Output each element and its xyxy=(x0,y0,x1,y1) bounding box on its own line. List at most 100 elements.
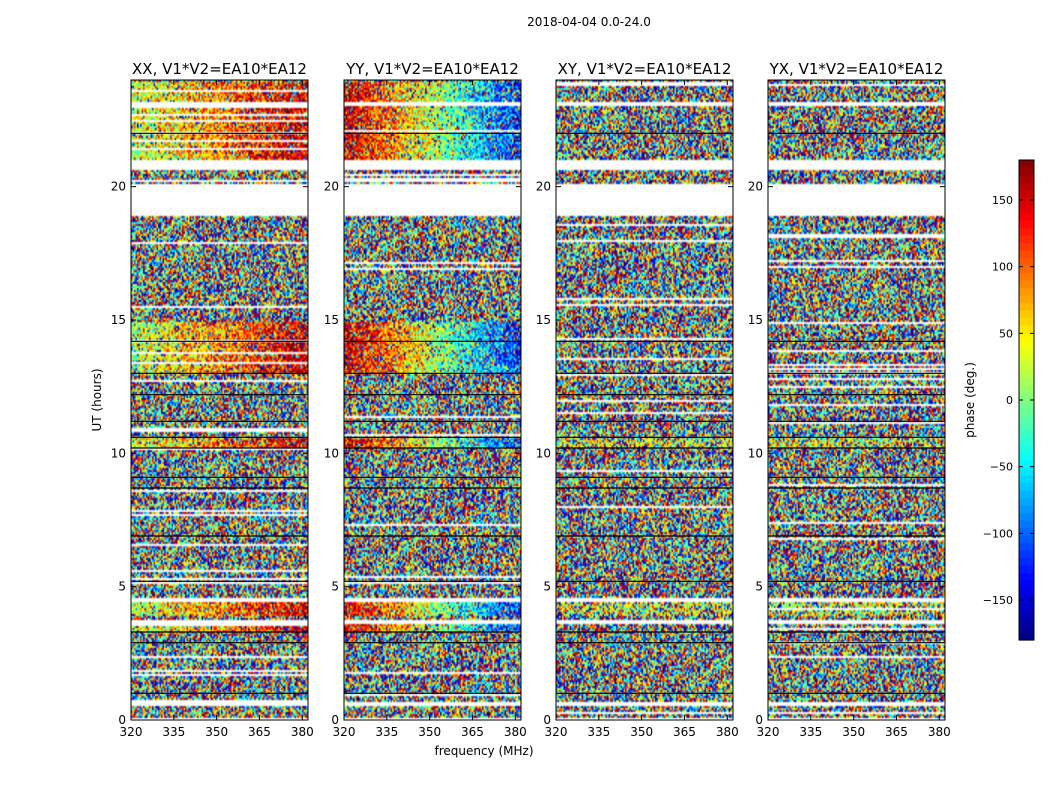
x-tick-label: 365 xyxy=(885,725,908,739)
x-tick-label: 320 xyxy=(333,725,356,739)
colorbar-segment xyxy=(1019,505,1034,514)
colorbar-segment xyxy=(1019,557,1034,566)
panel-title: XX, V1*V2=EA10*EA12 xyxy=(132,60,307,78)
colorbar-segment xyxy=(1019,190,1034,199)
colorbar: −150 −100 −50 0 50 100 150 xyxy=(983,159,1035,641)
panel-title: XY, V1*V2=EA10*EA12 xyxy=(558,60,732,78)
axes-frame xyxy=(555,79,734,721)
colorbar-tick-label: 50 xyxy=(999,327,1013,340)
colorbar-segment xyxy=(1019,160,1034,169)
colorbar-segment xyxy=(1019,377,1034,386)
y-tick-label: 10 xyxy=(536,446,551,460)
colorbar-segment xyxy=(1019,242,1034,251)
colorbar-segment xyxy=(1019,325,1034,334)
y-tick-label: 10 xyxy=(748,446,763,460)
x-tick-label: 365 xyxy=(673,725,696,739)
colorbar-tick-label: −150 xyxy=(983,594,1013,607)
colorbar-segment xyxy=(1019,520,1034,529)
x-tick-label: 320 xyxy=(120,725,143,739)
colorbar-segment xyxy=(1019,617,1034,626)
colorbar-segment xyxy=(1019,302,1034,311)
x-tick-label: 335 xyxy=(587,725,610,739)
colorbar-segment xyxy=(1019,587,1034,596)
colorbar-segment xyxy=(1019,460,1034,469)
colorbar-segment xyxy=(1019,565,1034,574)
colorbar-segment xyxy=(1019,437,1034,446)
colorbar-segment xyxy=(1019,310,1034,319)
y-tick-label: 10 xyxy=(324,446,339,460)
colorbar-segment xyxy=(1019,295,1034,304)
x-tick-label: 365 xyxy=(248,725,271,739)
colorbar-segment xyxy=(1019,632,1034,641)
panel-title: YX, V1*V2=EA10*EA12 xyxy=(769,60,944,78)
colorbar-segment xyxy=(1019,317,1034,326)
colorbar-segment xyxy=(1019,287,1034,296)
colorbar-segment xyxy=(1019,595,1034,604)
colorbar-segment xyxy=(1019,535,1034,544)
colorbar-segment xyxy=(1019,205,1034,214)
colorbar-segment xyxy=(1019,400,1034,409)
colorbar-segment xyxy=(1019,385,1034,394)
colorbar-tick-label: −100 xyxy=(983,527,1013,540)
colorbar-segment xyxy=(1019,580,1034,589)
axes-frame xyxy=(130,79,309,721)
y-tick-label: 20 xyxy=(111,180,126,194)
colorbar-segment xyxy=(1019,625,1034,634)
colorbar-segment xyxy=(1019,610,1034,619)
colorbar-segment xyxy=(1019,475,1034,484)
x-tick-label: 380 xyxy=(716,725,739,739)
axes-frame xyxy=(767,79,946,721)
colorbar-label: phase (deg.) xyxy=(963,362,977,438)
y-tick-label: 10 xyxy=(111,446,126,460)
colorbar-segment xyxy=(1019,370,1034,379)
colorbar-segment xyxy=(1019,235,1034,244)
x-tick-label: 320 xyxy=(545,725,568,739)
y-tick-label: 20 xyxy=(536,180,551,194)
x-tick-label: 350 xyxy=(205,725,228,739)
colorbar-segment xyxy=(1019,550,1034,559)
colorbar-segment xyxy=(1019,197,1034,206)
x-tick-label: 380 xyxy=(928,725,951,739)
colorbar-segment xyxy=(1019,280,1034,289)
y-tick-label: 15 xyxy=(748,313,763,327)
heatmap-image xyxy=(768,80,945,720)
x-tick-label: 365 xyxy=(461,725,484,739)
y-tick-label: 5 xyxy=(118,580,126,594)
colorbar-segment xyxy=(1019,422,1034,431)
x-tick-label: 350 xyxy=(418,725,441,739)
y-axis-label: UT (hours) xyxy=(90,368,104,431)
colorbar-segment xyxy=(1019,602,1034,611)
colorbar-segment xyxy=(1019,340,1034,349)
colorbar-segment xyxy=(1019,250,1034,259)
axes-frame xyxy=(343,79,522,721)
x-tick-label: 320 xyxy=(757,725,780,739)
colorbar-segment xyxy=(1019,175,1034,184)
colorbar-segment xyxy=(1019,362,1034,371)
panels: XX, V1*V2=EA10*EA12 320 335 350 365 380 0 5 10 15… xyxy=(111,60,951,739)
colorbar-segment xyxy=(1019,415,1034,424)
colorbar-segment xyxy=(1019,572,1034,581)
y-tick-label: 20 xyxy=(324,180,339,194)
colorbar-segment xyxy=(1019,407,1034,416)
heatmap-image xyxy=(344,80,521,720)
colorbar-tick-label: 100 xyxy=(992,261,1013,274)
colorbar-segment xyxy=(1019,452,1034,461)
panel-xx: XX, V1*V2=EA10*EA12 320 335 350 365 380 0 5 10 15… xyxy=(111,60,314,739)
panel-yx: YX, V1*V2=EA10*EA12 320 335 350 365 380 0 5 10 15… xyxy=(748,60,951,739)
y-tick-label: 5 xyxy=(755,580,763,594)
colorbar-segment xyxy=(1019,467,1034,476)
colorbar-segment xyxy=(1019,355,1034,364)
x-tick-label: 335 xyxy=(375,725,398,739)
colorbar-tick-label: −50 xyxy=(990,461,1013,474)
panel-xy: XY, V1*V2=EA10*EA12 320 335 350 365 380 0 5 10 15… xyxy=(536,60,739,739)
y-tick-label: 15 xyxy=(536,313,551,327)
colorbar-segment xyxy=(1019,265,1034,274)
heatmap-image xyxy=(131,80,308,720)
heatmap-image xyxy=(556,80,733,720)
y-tick-label: 0 xyxy=(755,713,763,727)
colorbar-segment xyxy=(1019,497,1034,506)
y-tick-label: 20 xyxy=(748,180,763,194)
x-tick-label: 380 xyxy=(504,725,527,739)
colorbar-segment xyxy=(1019,445,1034,454)
